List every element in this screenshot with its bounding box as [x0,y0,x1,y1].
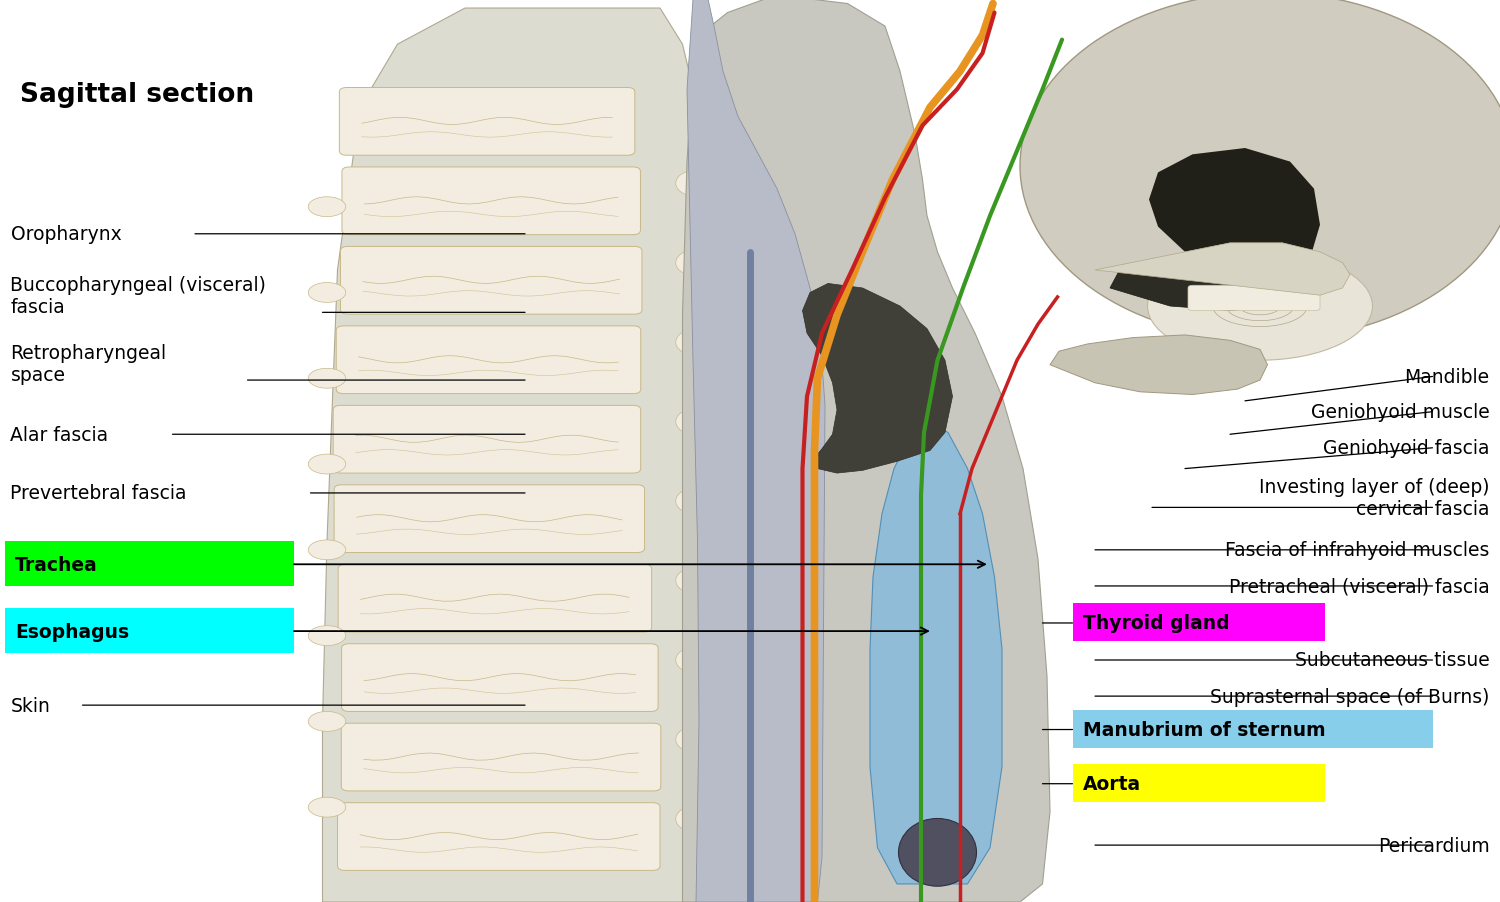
Polygon shape [870,424,1002,884]
Ellipse shape [675,489,714,514]
FancyBboxPatch shape [342,644,658,712]
FancyBboxPatch shape [1072,603,1324,641]
Text: Suprasternal space (of Burns): Suprasternal space (of Burns) [1210,686,1490,706]
Ellipse shape [675,330,714,355]
Ellipse shape [1148,253,1372,361]
Polygon shape [1110,253,1312,311]
Polygon shape [682,0,1050,902]
Ellipse shape [898,819,977,886]
Text: Subcutaneous tissue: Subcutaneous tissue [1294,650,1490,670]
Ellipse shape [675,727,714,752]
Text: Manubrium of sternum: Manubrium of sternum [1083,720,1326,740]
Text: Sagittal section: Sagittal section [20,82,254,107]
Text: Investing layer of (deep)
cervical fascia: Investing layer of (deep) cervical fasci… [1258,477,1490,519]
Ellipse shape [309,198,345,217]
FancyBboxPatch shape [342,168,640,235]
FancyBboxPatch shape [339,88,634,156]
FancyBboxPatch shape [4,608,294,653]
Polygon shape [322,9,712,902]
Ellipse shape [309,455,345,474]
Text: Buccopharyngeal (visceral)
fascia: Buccopharyngeal (visceral) fascia [10,275,267,317]
Ellipse shape [1020,0,1500,341]
Ellipse shape [675,568,714,594]
Ellipse shape [309,712,345,732]
Polygon shape [802,284,952,474]
Ellipse shape [675,171,714,197]
Polygon shape [687,0,825,902]
Text: Trachea: Trachea [15,555,98,575]
Text: Oropharynx: Oropharynx [10,225,122,244]
Text: Thyroid gland: Thyroid gland [1083,613,1230,633]
Text: Pretracheal (visceral) fascia: Pretracheal (visceral) fascia [1228,576,1490,596]
Text: Esophagus: Esophagus [15,621,129,641]
Text: Retropharyngeal
space: Retropharyngeal space [10,344,166,385]
FancyBboxPatch shape [1072,710,1432,748]
Text: Geniohyoid muscle: Geniohyoid muscle [1311,402,1490,422]
Ellipse shape [675,648,714,673]
Ellipse shape [675,251,714,276]
Text: Pericardium: Pericardium [1377,835,1490,855]
FancyBboxPatch shape [336,327,640,394]
Ellipse shape [675,410,714,435]
Text: Geniohyoid fascia: Geniohyoid fascia [1323,438,1490,458]
Ellipse shape [309,540,345,560]
Polygon shape [1050,336,1268,395]
FancyBboxPatch shape [334,485,645,553]
FancyBboxPatch shape [342,723,662,791]
Ellipse shape [675,806,714,832]
Text: Prevertebral fascia: Prevertebral fascia [10,483,188,503]
FancyBboxPatch shape [333,406,640,474]
FancyBboxPatch shape [4,541,294,586]
Ellipse shape [309,626,345,646]
Ellipse shape [309,369,345,389]
Ellipse shape [309,797,345,817]
FancyBboxPatch shape [338,803,660,870]
Polygon shape [1095,244,1350,296]
Text: Mandible: Mandible [1404,367,1490,387]
Text: Skin: Skin [10,695,51,715]
Text: Aorta: Aorta [1083,774,1142,794]
Ellipse shape [309,283,345,303]
Text: Fascia of infrahyoid muscles: Fascia of infrahyoid muscles [1226,540,1490,560]
FancyBboxPatch shape [1188,286,1320,311]
FancyBboxPatch shape [1072,764,1324,802]
Text: Alar fascia: Alar fascia [10,425,108,445]
FancyBboxPatch shape [340,247,642,315]
FancyBboxPatch shape [338,565,651,632]
Polygon shape [1149,149,1320,253]
